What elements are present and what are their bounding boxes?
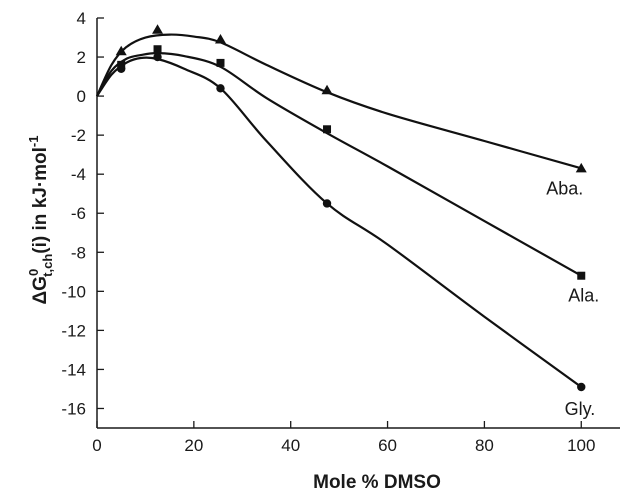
y-tick-label: -2 (71, 126, 86, 145)
y-tick-label: 4 (77, 9, 86, 28)
curves (96, 33, 582, 388)
y-tick-label: -16 (61, 399, 86, 418)
point-aba (115, 45, 127, 56)
y-tick-label: 2 (77, 48, 86, 67)
series-labels: Aba. Ala. Gly. (546, 178, 599, 419)
y-axis-title-sup: 0 (26, 269, 41, 276)
series-label-gly: Gly. (565, 399, 596, 419)
y-tick-label: -12 (61, 321, 86, 340)
x-axis-title: Mole % DMSO (313, 472, 441, 493)
point-ala (577, 271, 586, 280)
point-aba (321, 84, 333, 95)
point-ala (323, 125, 332, 134)
x-tick-label: 20 (184, 436, 203, 455)
point-gly (577, 382, 586, 392)
point-aba (152, 24, 164, 34)
point-gly (216, 84, 225, 93)
x-tick-label: 40 (281, 436, 300, 455)
x-tick-label: 80 (475, 436, 494, 455)
y-axis-title: ΔG0t,ch(i) in kJ·mol-1 (26, 136, 55, 305)
y-tick-label: 0 (77, 87, 86, 106)
curve-gly (96, 56, 582, 388)
x-tick-label: 100 (567, 436, 595, 455)
y-tick-label: -8 (71, 243, 86, 262)
point-gly (322, 199, 332, 208)
y-axis-title-main: ΔG (30, 276, 51, 304)
svg-text:ΔG0t,ch(i) in kJ·mol-1: ΔG0t,ch(i) in kJ·mol-1 (26, 136, 55, 305)
x-tick-label: 0 (92, 436, 101, 455)
point-ala (216, 58, 225, 67)
y-axis-title-rest: (i) in kJ·mol (30, 147, 51, 254)
y-axis-title-exp: -1 (26, 136, 41, 148)
y-tick-label: -6 (71, 204, 86, 223)
curve-ala (96, 52, 582, 277)
point-aba (575, 162, 587, 173)
series-label-aba: Aba. (546, 178, 583, 198)
point-gly (153, 52, 162, 62)
markers (115, 24, 587, 392)
point-ala (153, 45, 162, 54)
axes: 420-2-4-6-8-10-12-14-160 20 40 60 80 100 (61, 9, 620, 455)
y-tick-label: -4 (71, 165, 86, 184)
series-label-ala: Ala. (568, 286, 599, 306)
y-tick-label: -14 (61, 360, 86, 379)
point-aba (214, 33, 226, 44)
x-tick-label: 60 (378, 436, 397, 455)
point-gly (117, 64, 126, 73)
y-axis-title-sub: t,ch (40, 254, 55, 277)
y-tick-label: -10 (61, 282, 86, 301)
